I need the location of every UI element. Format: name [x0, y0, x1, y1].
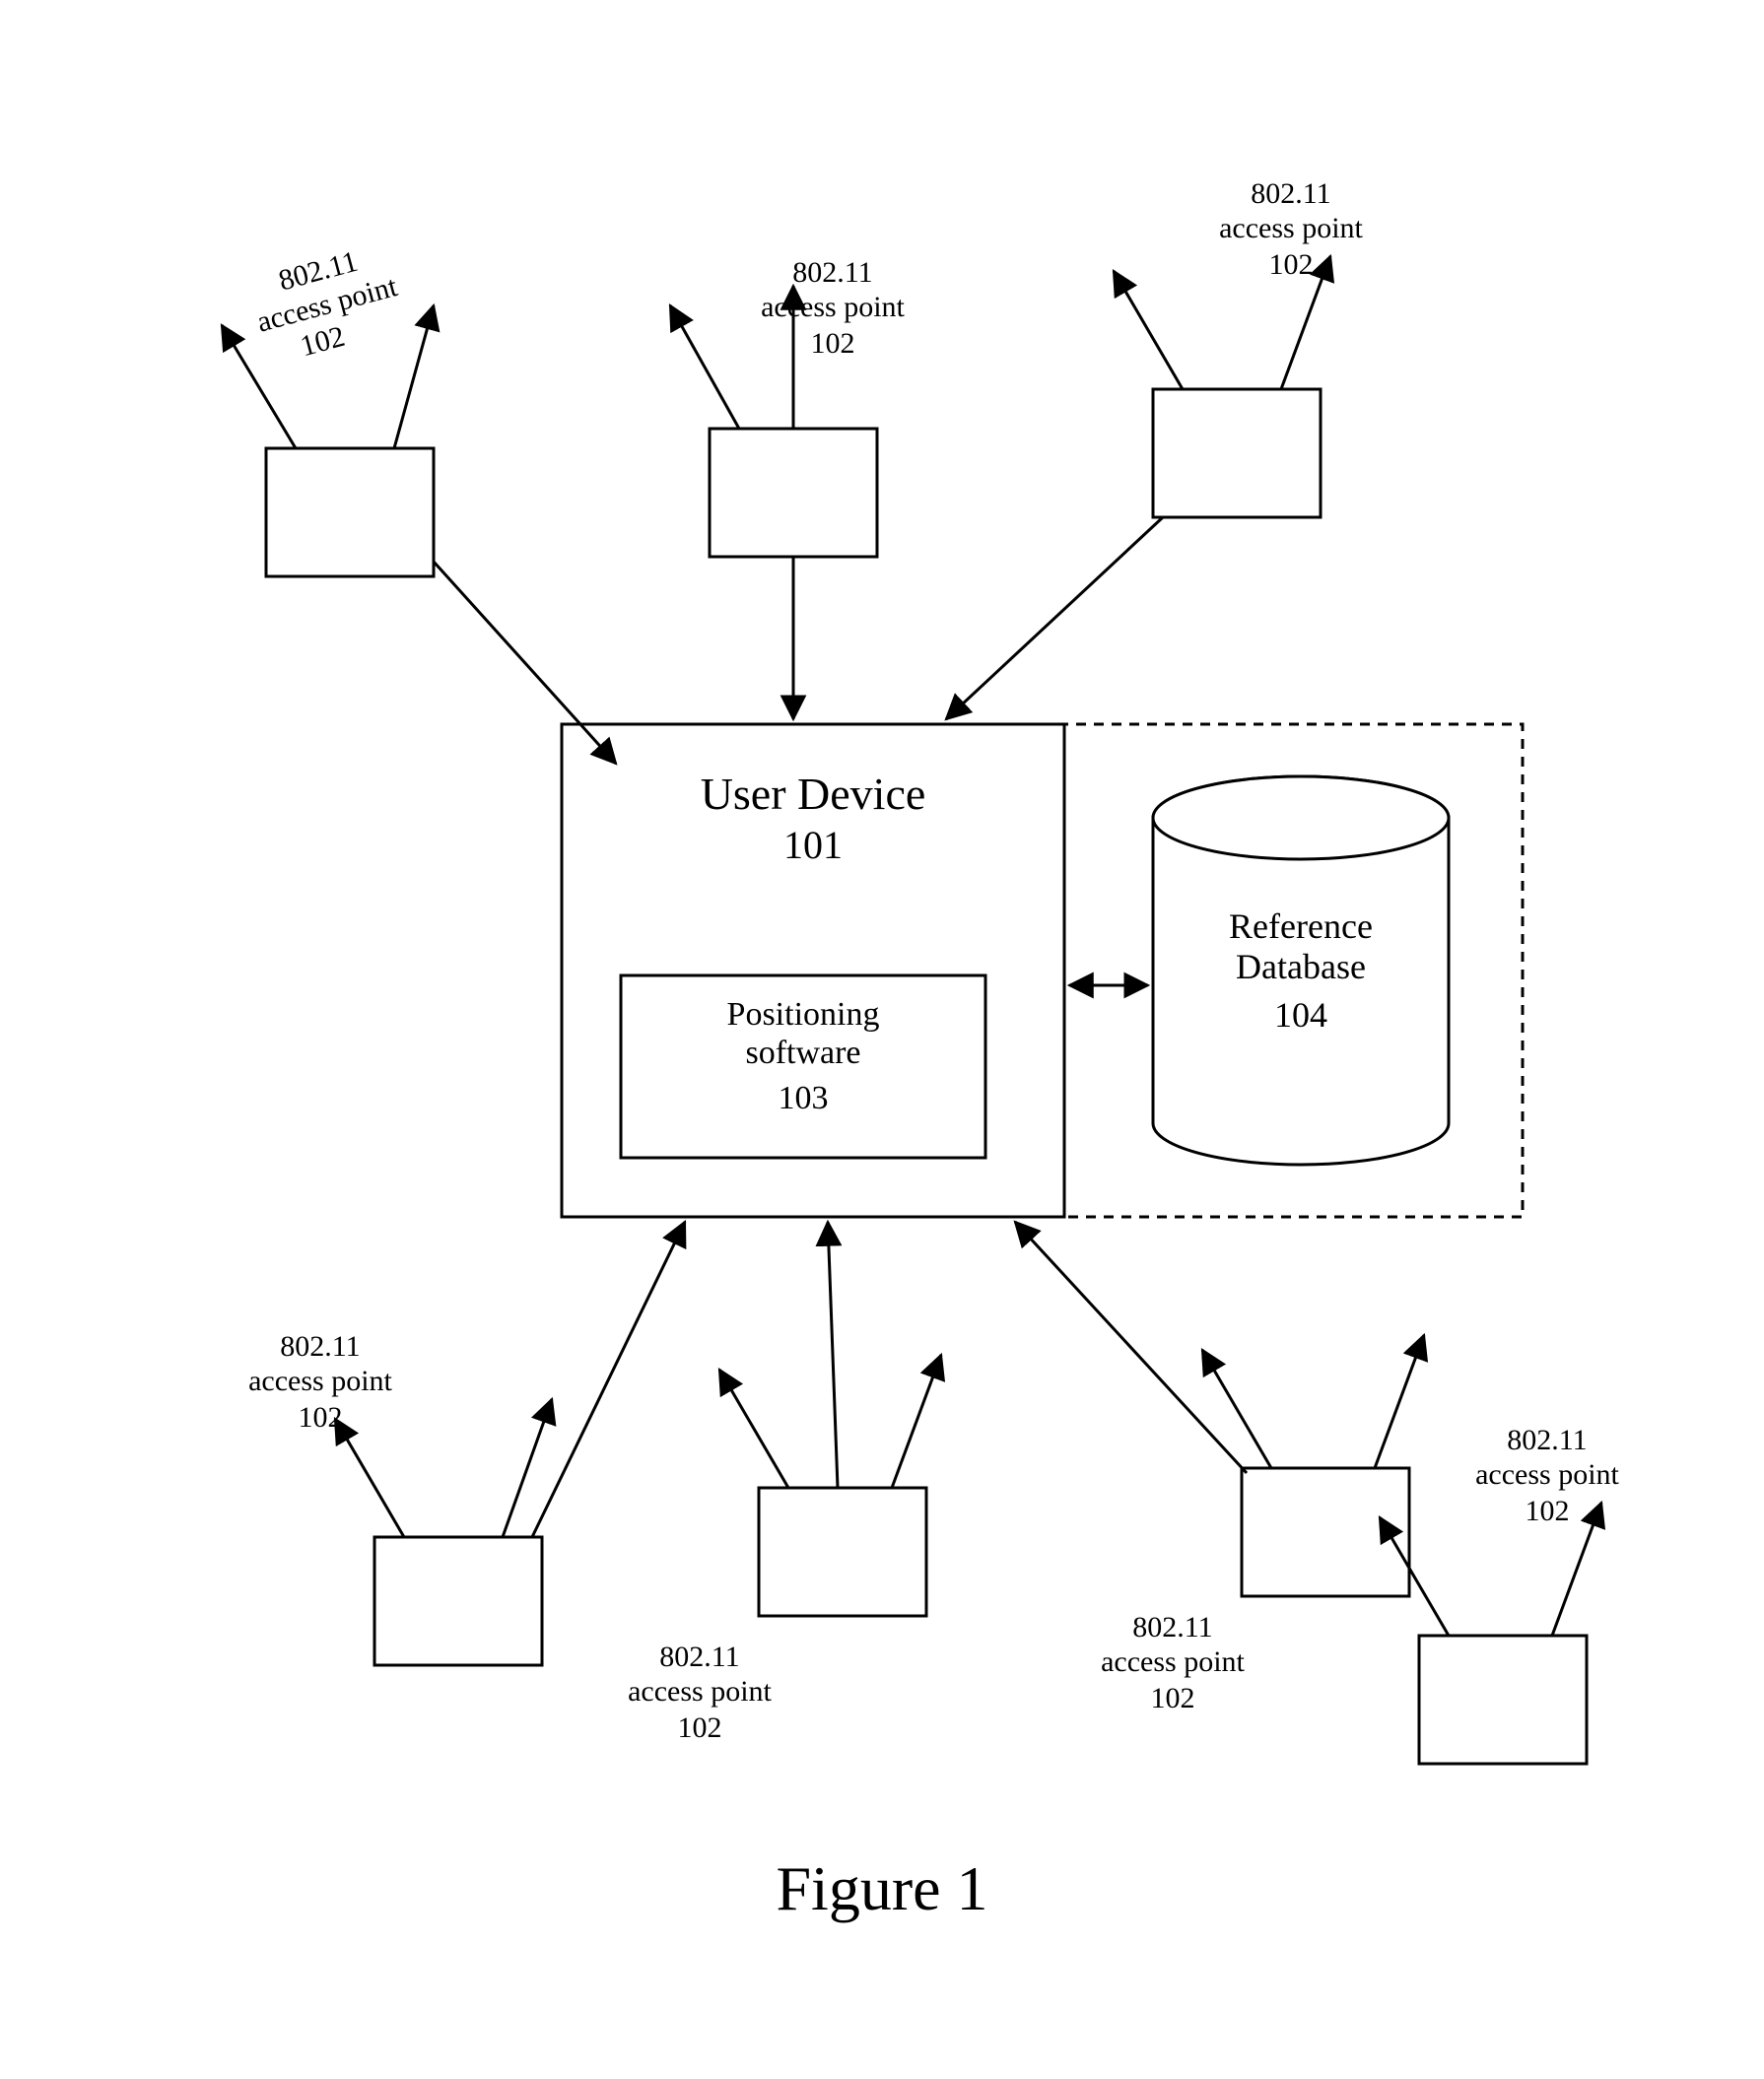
- access-point-5: [719, 1355, 941, 1616]
- positioning-software-label: Positioning software: [621, 995, 985, 1072]
- ap4-number: 102: [192, 1401, 448, 1436]
- ap6-label: 802.11 access point: [1045, 1611, 1301, 1679]
- ap7-label: 802.11 access point: [1419, 1424, 1675, 1492]
- ap3-signal: [946, 517, 1163, 719]
- access-point-3: [1114, 256, 1330, 517]
- ap5-number: 102: [572, 1711, 828, 1746]
- positioning-software-number: 103: [621, 1079, 985, 1117]
- ap1-signal: [434, 562, 616, 764]
- database-number: 104: [1153, 995, 1449, 1036]
- ap4-label: 802.11 access point: [192, 1330, 448, 1398]
- ap3-number: 102: [1163, 248, 1419, 283]
- ap7-number: 102: [1419, 1495, 1675, 1529]
- user-device-number: 101: [562, 823, 1064, 868]
- ap5-label: 802.11 access point: [572, 1641, 828, 1709]
- ap2-label: 802.11 access point: [705, 256, 961, 324]
- access-point-6: [1202, 1335, 1424, 1596]
- ap4-signal: [532, 1222, 685, 1537]
- figure-caption: Figure 1: [0, 1852, 1764, 1925]
- user-device-title: User Device: [562, 769, 1064, 821]
- access-point-7: [1380, 1503, 1601, 1764]
- ap2-number: 102: [705, 327, 961, 362]
- ap6-number: 102: [1045, 1682, 1301, 1716]
- ap5-signal: [828, 1222, 838, 1488]
- access-point-4: [335, 1399, 552, 1665]
- ap6-signal: [1015, 1222, 1247, 1473]
- ap3-label: 802.11 access point: [1163, 177, 1419, 245]
- database-label: Reference Database: [1153, 906, 1449, 988]
